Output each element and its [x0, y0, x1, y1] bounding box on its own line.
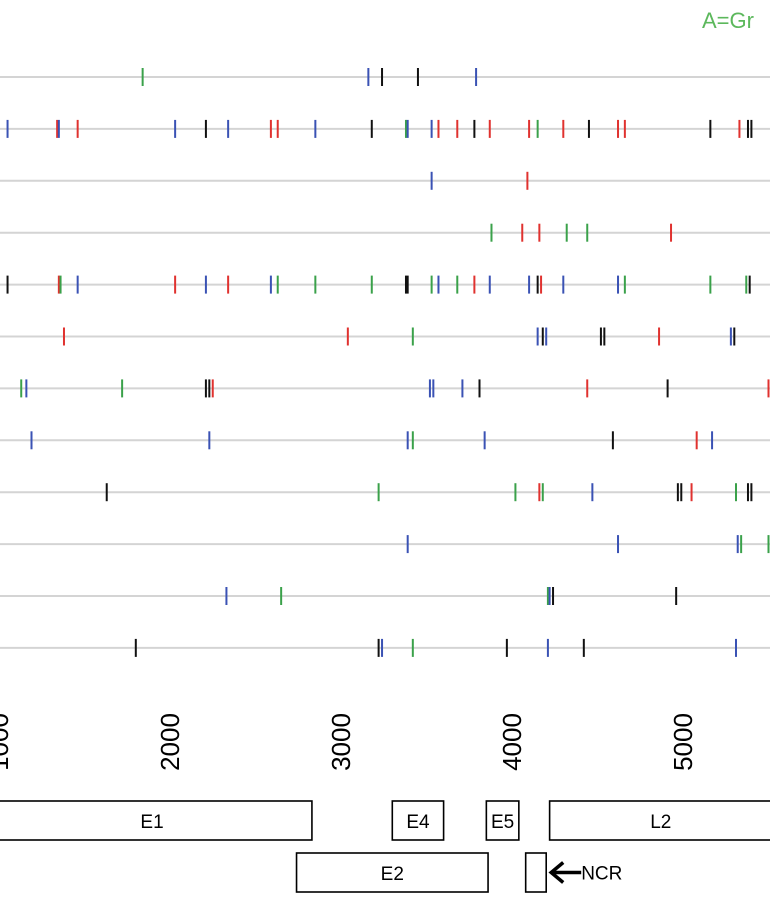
- x-tick-label: 4000: [497, 713, 527, 771]
- region-label: E5: [491, 812, 514, 833]
- region-box: [391, 800, 445, 841]
- x-tick-label: 2000: [155, 713, 185, 771]
- x-tick-label: 5000: [668, 713, 698, 771]
- ncr-annotation: NCR: [548, 861, 622, 885]
- genome-regions: E1 E4 E5 L2 E2: [0, 800, 770, 893]
- x-tick-label: 3000: [326, 713, 356, 771]
- ncr-label: NCR: [581, 864, 622, 885]
- ncr-arrow-head: [548, 861, 565, 884]
- x-axis: 1000 2000 3000 4000 5000: [0, 713, 698, 771]
- region-label: E1: [140, 812, 163, 833]
- region-label: E2: [381, 864, 404, 885]
- legend-entry: A=Gr: [702, 8, 754, 33]
- x-tick-label: 1000: [0, 713, 14, 771]
- region-box: [485, 800, 520, 841]
- region-box: [0, 800, 313, 841]
- region-box: [295, 852, 489, 893]
- region-label: E4: [406, 812, 430, 833]
- region-box: [548, 800, 770, 841]
- region-box: [524, 852, 547, 893]
- legend: A=Gr: [702, 8, 754, 33]
- variant-tracks: [0, 68, 770, 657]
- region-label: L2: [650, 812, 671, 833]
